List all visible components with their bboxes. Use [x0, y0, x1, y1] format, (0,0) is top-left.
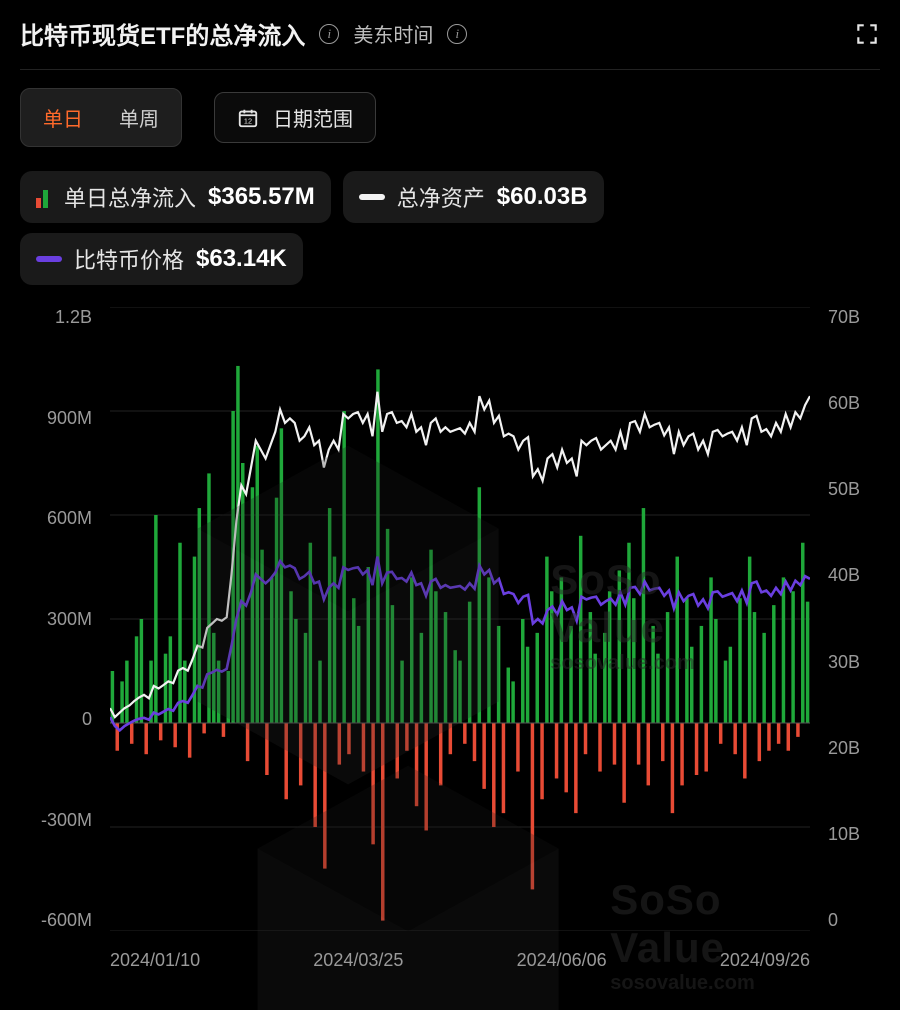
price-swatch — [36, 256, 62, 262]
y-axis-left: 1.2B900M600M300M0-300M-600M — [20, 307, 100, 931]
legend-assets-value: $60.03B — [497, 183, 588, 211]
legend-netflow[interactable]: 单日总净流入 $365.57M — [20, 171, 331, 223]
info-icon-tz[interactable]: i — [447, 24, 467, 44]
assets-swatch — [359, 194, 385, 200]
legend-price[interactable]: 比特币价格 $63.14K — [20, 233, 303, 285]
date-range-label: 日期范围 — [273, 103, 353, 132]
plot-area[interactable]: SoSo Valuesosovalue.com SoSo Valuesosova… — [110, 307, 810, 931]
legend-assets[interactable]: 总净资产 $60.03B — [343, 171, 604, 223]
legend-netflow-value: $365.57M — [208, 183, 315, 211]
netflow-swatch — [36, 186, 52, 208]
controls-row: 单日 单周 12 日期范围 — [20, 70, 880, 165]
page-title: 比特币现货ETF的总净流入 — [20, 16, 305, 51]
seg-daily[interactable]: 单日 — [25, 93, 101, 142]
legend-price-label: 比特币价格 — [74, 243, 184, 275]
x-axis: 2024/01/102024/03/252024/06/062024/09/26 — [110, 950, 810, 971]
y-axis-right: 70B60B50B40B30B20B10B0 — [820, 307, 880, 931]
legend-netflow-label: 单日总净流入 — [64, 181, 196, 213]
header: 比特币现货ETF的总净流入 i 美东时间 i — [20, 16, 880, 70]
legend: 单日总净流入 $365.57M 总净资产 $60.03B 比特币价格 $63.1… — [20, 165, 880, 299]
period-segmented: 单日 单周 — [20, 88, 182, 147]
timezone-label: 美东时间 — [353, 19, 433, 48]
seg-weekly[interactable]: 单周 — [101, 93, 177, 142]
calendar-icon: 12 — [237, 107, 259, 129]
chart: 1.2B900M600M300M0-300M-600M 70B60B50B40B… — [20, 307, 880, 987]
svg-text:12: 12 — [244, 116, 252, 125]
info-icon[interactable]: i — [319, 24, 339, 44]
expand-icon[interactable] — [854, 21, 880, 47]
legend-price-value: $63.14K — [196, 245, 287, 273]
date-range-button[interactable]: 12 日期范围 — [214, 92, 376, 143]
legend-assets-label: 总净资产 — [397, 181, 485, 213]
